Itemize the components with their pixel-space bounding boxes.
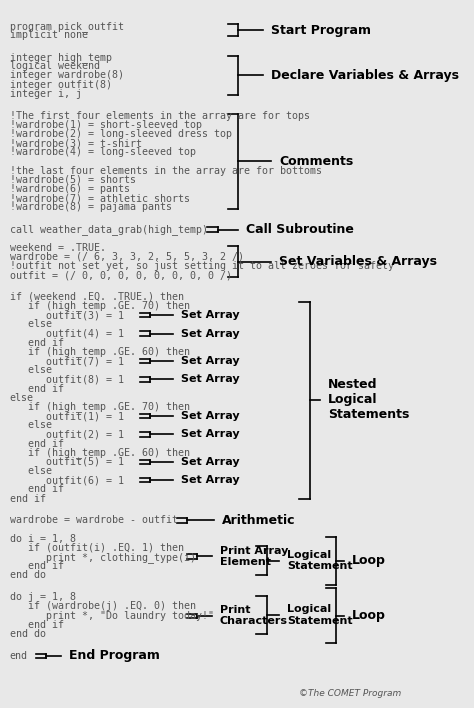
Text: logical weekend: logical weekend <box>9 62 100 72</box>
Text: end if: end if <box>9 484 64 494</box>
Text: else: else <box>9 393 34 403</box>
Text: integer i, j: integer i, j <box>9 88 82 99</box>
Text: !wardrobe(3) = t-shirt: !wardrobe(3) = t-shirt <box>9 138 142 148</box>
Text: outfit(3) = 1: outfit(3) = 1 <box>9 310 124 320</box>
Text: if (high_temp .GE. 70) then: if (high_temp .GE. 70) then <box>9 401 190 412</box>
Text: end if: end if <box>9 561 64 571</box>
Text: !wardrobe(1) = short-sleeved top: !wardrobe(1) = short-sleeved top <box>9 120 201 130</box>
Text: Comments: Comments <box>279 155 353 168</box>
Text: else: else <box>9 319 52 329</box>
Text: wardrobe = wardrobe - outfit: wardrobe = wardrobe - outfit <box>9 515 178 525</box>
Text: !wardrobe(7) = athletic shorts: !wardrobe(7) = athletic shorts <box>9 193 190 203</box>
Text: Arithmetic: Arithmetic <box>222 514 295 527</box>
Text: if (wardrobe(j) .EQ. 0) then: if (wardrobe(j) .EQ. 0) then <box>9 602 196 612</box>
Text: weekend = .TRUE.: weekend = .TRUE. <box>9 243 106 253</box>
Text: Logical
Statement: Logical Statement <box>287 604 353 626</box>
Text: Set Array: Set Array <box>181 375 239 384</box>
Text: outfit = (/ 0, 0, 0, 0, 0, 0, 0, 0 /): outfit = (/ 0, 0, 0, 0, 0, 0, 0, 0 /) <box>9 270 232 280</box>
Text: end do: end do <box>9 629 46 639</box>
Text: !the last four elements in the array are for bottoms: !the last four elements in the array are… <box>9 166 321 176</box>
Text: do i = 1, 8: do i = 1, 8 <box>9 534 75 544</box>
Text: Call Subroutine: Call Subroutine <box>246 223 354 236</box>
Text: Logical
Statement: Logical Statement <box>287 550 353 571</box>
Text: Nested
Logical
Statements: Nested Logical Statements <box>328 378 409 421</box>
Text: Set Array: Set Array <box>181 429 239 440</box>
Text: outfit(8) = 1: outfit(8) = 1 <box>9 375 124 384</box>
Text: ©The COMET Program: ©The COMET Program <box>299 689 401 698</box>
Text: Set Array: Set Array <box>181 475 239 485</box>
Text: implicit none: implicit none <box>9 30 88 40</box>
Text: outfit(1) = 1: outfit(1) = 1 <box>9 411 124 421</box>
Text: Set Array: Set Array <box>181 310 239 320</box>
Text: Print Array
Element: Print Array Element <box>220 546 288 567</box>
Text: !wardrobe(4) = long-sleeved top: !wardrobe(4) = long-sleeved top <box>9 147 196 157</box>
Text: !wardrobe(2) = long-sleeved dress top: !wardrobe(2) = long-sleeved dress top <box>9 129 232 139</box>
Text: outfit(6) = 1: outfit(6) = 1 <box>9 475 124 485</box>
Text: end if: end if <box>9 438 64 449</box>
Text: end if: end if <box>9 493 46 503</box>
Text: end if: end if <box>9 384 64 394</box>
Text: print *, "Do laundry today!": print *, "Do laundry today!" <box>9 610 214 621</box>
Text: end do: end do <box>9 571 46 581</box>
Text: Start Program: Start Program <box>271 24 371 37</box>
Text: wardrobe = (/ 6, 3, 3, 2, 5, 5, 3, 2 /): wardrobe = (/ 6, 3, 3, 2, 5, 5, 3, 2 /) <box>9 251 244 262</box>
Text: if (weekend .EQ. .TRUE.) then: if (weekend .EQ. .TRUE.) then <box>9 292 183 302</box>
Text: else: else <box>9 466 52 476</box>
Text: program pick_outfit: program pick_outfit <box>9 21 124 32</box>
Text: !wardrobe(8) = pajama pants: !wardrobe(8) = pajama pants <box>9 202 172 212</box>
Text: integer high_temp: integer high_temp <box>9 52 111 62</box>
Text: !outfit not set yet, so just setting it to all zeroes for safety: !outfit not set yet, so just setting it … <box>9 261 393 271</box>
Text: call weather_data_grab(high_temp): call weather_data_grab(high_temp) <box>9 224 208 234</box>
Text: outfit(2) = 1: outfit(2) = 1 <box>9 429 124 440</box>
Text: if (outfit(i) .EQ. 1) then: if (outfit(i) .EQ. 1) then <box>9 543 183 553</box>
Text: !wardrobe(5) = shorts: !wardrobe(5) = shorts <box>9 175 136 185</box>
Text: outfit(4) = 1: outfit(4) = 1 <box>9 329 124 338</box>
Text: Set Array: Set Array <box>181 457 239 467</box>
Text: Set Array: Set Array <box>181 329 239 338</box>
Text: if (high_temp .GE. 60) then: if (high_temp .GE. 60) then <box>9 447 190 458</box>
Text: !The first four elements in the array are for tops: !The first four elements in the array ar… <box>9 110 310 120</box>
Text: Loop: Loop <box>352 554 386 567</box>
Text: do j = 1, 8: do j = 1, 8 <box>9 593 75 603</box>
Text: integer outfit(8): integer outfit(8) <box>9 79 111 90</box>
Text: integer wardrobe(8): integer wardrobe(8) <box>9 70 124 81</box>
Text: end if: end if <box>9 620 64 630</box>
Text: else: else <box>9 421 52 430</box>
Text: if (high_temp .GE. 60) then: if (high_temp .GE. 60) then <box>9 346 190 358</box>
Text: Set Array: Set Array <box>181 356 239 366</box>
Text: Loop: Loop <box>352 609 386 622</box>
Text: end if: end if <box>9 338 64 348</box>
Text: !wardrobe(6) = pants: !wardrobe(6) = pants <box>9 184 129 194</box>
Text: End Program: End Program <box>69 649 160 663</box>
Text: outfit(5) = 1: outfit(5) = 1 <box>9 457 124 467</box>
Text: else: else <box>9 365 52 375</box>
Text: outfit(7) = 1: outfit(7) = 1 <box>9 356 124 366</box>
Text: Set Variables & Arrays: Set Variables & Arrays <box>279 255 437 268</box>
Text: Print
Characters: Print Characters <box>220 605 288 627</box>
Text: Declare Variables & Arrays: Declare Variables & Arrays <box>271 69 459 82</box>
Text: Set Array: Set Array <box>181 411 239 421</box>
Text: if (high_temp .GE. 70) then: if (high_temp .GE. 70) then <box>9 301 190 312</box>
Text: end: end <box>9 651 27 661</box>
Text: print *, clothing_type(i): print *, clothing_type(i) <box>9 552 196 563</box>
